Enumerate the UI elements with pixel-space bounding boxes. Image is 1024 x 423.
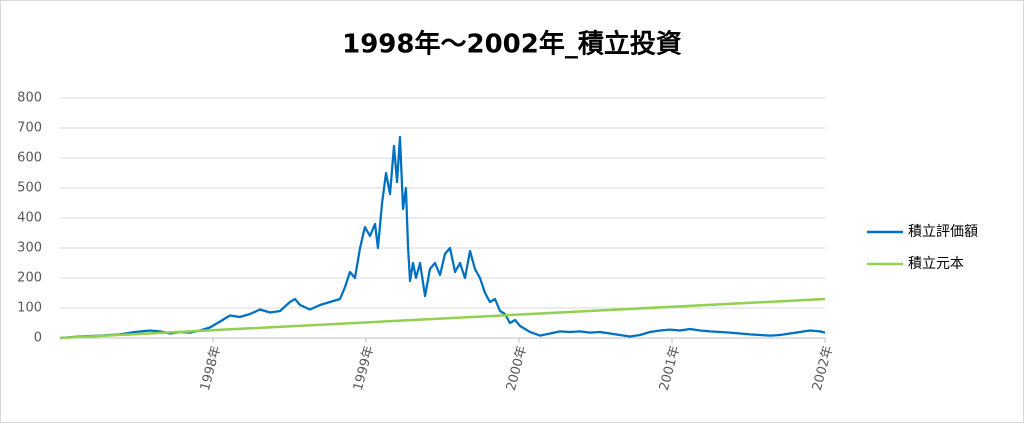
y-tick-label: 0 bbox=[34, 331, 42, 346]
y-tick-label: 400 bbox=[17, 211, 42, 226]
y-tick-label: 700 bbox=[17, 121, 42, 136]
y-tick-label: 600 bbox=[17, 151, 42, 166]
chart-title: 1998年～2002年_積立投資 bbox=[342, 29, 682, 60]
legend-label: 積立元本 bbox=[908, 256, 964, 272]
y-tick-label: 300 bbox=[17, 241, 42, 256]
y-tick-label: 100 bbox=[17, 301, 42, 316]
y-tick-label: 500 bbox=[17, 181, 42, 196]
y-tick-label: 200 bbox=[17, 271, 42, 286]
line-series bbox=[59, 297, 826, 340]
y-tick-label: 800 bbox=[17, 91, 42, 106]
line-series bbox=[59, 135, 826, 340]
legend-label: 積立評価額 bbox=[908, 224, 978, 240]
